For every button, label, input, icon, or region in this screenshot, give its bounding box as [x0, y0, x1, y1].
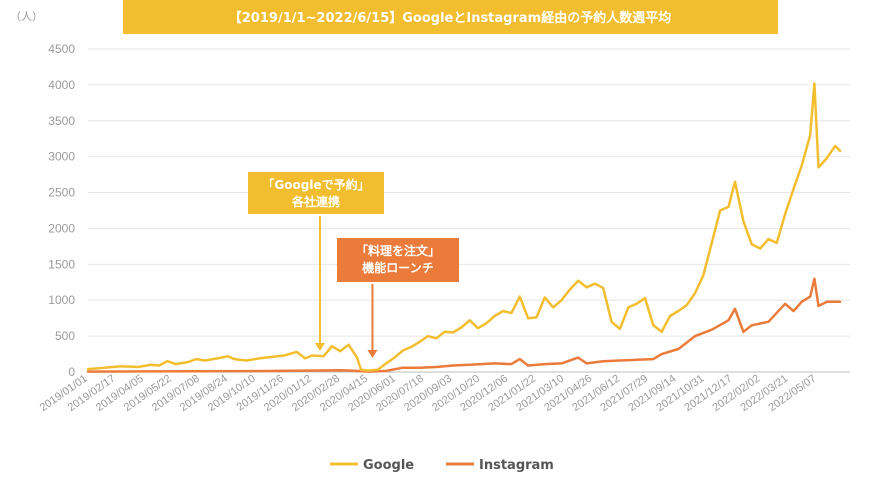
series-line-google — [86, 82, 842, 372]
chart-title: 【2019/1/1~2022/6/15】GoogleとInstagram経由の予… — [229, 10, 671, 26]
y-tick-label: 2500 — [48, 186, 75, 200]
y-tick-label: 3000 — [48, 150, 75, 164]
annotation-arrow-head — [314, 343, 325, 351]
series-lines — [86, 82, 842, 373]
y-axis-ticks: 0 500 1000 1500 2000 2500 3000 3500 4000 4500 — [48, 42, 75, 379]
y-tick-label: 4500 — [48, 42, 75, 56]
annotation-text: 各社連携 — [291, 194, 340, 209]
y-tick-label: 500 — [55, 329, 75, 343]
annotation-box — [248, 172, 384, 214]
x-axis-ticks: 2019/01/012019/02/172019/04/052019/05/22… — [38, 373, 819, 414]
annotation-arrow-head — [367, 350, 378, 358]
annotation-box — [337, 238, 459, 282]
annotation-2: 「料理を注文」機能ローンチ — [337, 238, 459, 358]
legend-label-instagram: Instagram — [479, 458, 554, 473]
annotation-text: 機能ローンチ — [362, 260, 433, 275]
y-tick-label: 0 — [68, 365, 75, 379]
annotation-1: 「Googleで予約」各社連携 — [248, 172, 384, 351]
title-background — [123, 0, 778, 34]
legend: Google Instagram — [330, 458, 554, 473]
y-tick-label: 3500 — [48, 114, 75, 128]
y-unit-label: （人） — [10, 10, 43, 23]
y-tick-label: 1500 — [48, 257, 75, 271]
y-tick-label: 2000 — [48, 221, 75, 235]
legend-label-google: Google — [363, 458, 414, 473]
annotation-text: 「料理を注文」 — [356, 243, 440, 258]
grid-lines — [88, 48, 850, 373]
annotations: 「Googleで予約」各社連携「料理を注文」機能ローンチ — [248, 172, 459, 358]
chart-title-banner: 【2019/1/1~2022/6/15】GoogleとInstagram経由の予… — [123, 0, 778, 34]
y-tick-label: 1000 — [48, 293, 75, 307]
y-tick-label: 4000 — [48, 78, 75, 92]
annotation-text: 「Googleで予約」 — [262, 177, 369, 192]
